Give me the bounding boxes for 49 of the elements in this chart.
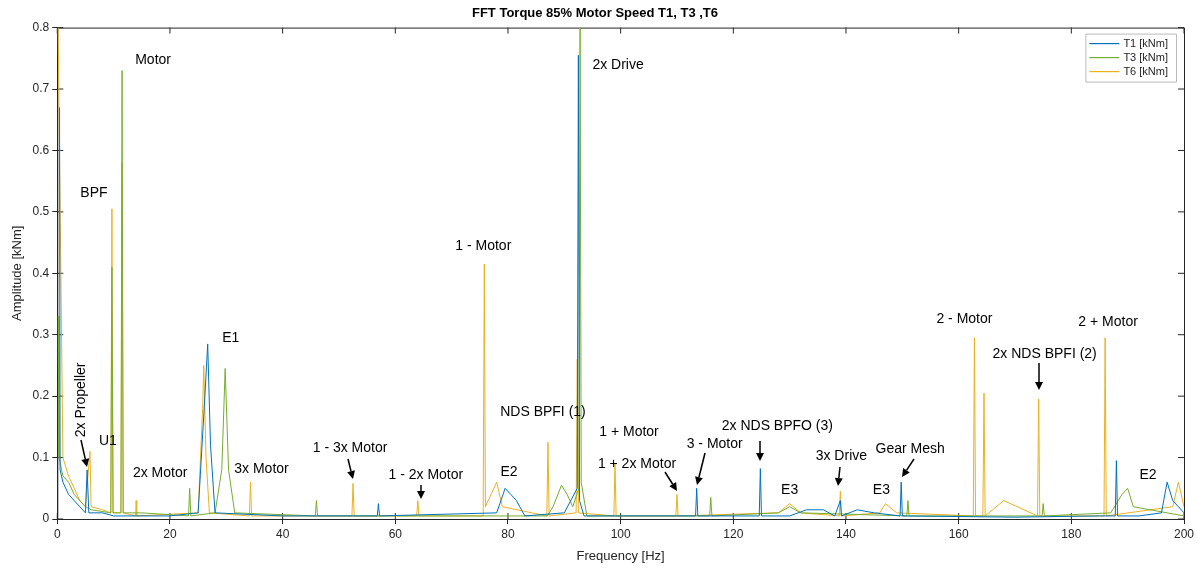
x-tick-label: 100 bbox=[610, 526, 631, 541]
legend-label: T1 [kNm] bbox=[1123, 36, 1169, 49]
annotation: 1 + 2x Motor bbox=[597, 455, 677, 472]
annotation: 3x Drive bbox=[815, 447, 868, 464]
annotation: 2 + Motor bbox=[1078, 312, 1139, 329]
chart-title: FFT Torque 85% Motor Speed T1, T3 ,T6 bbox=[471, 5, 719, 21]
annotation: 1 - Motor bbox=[455, 236, 512, 253]
y-tick-label: 0 bbox=[42, 511, 50, 526]
x-tick-label: 140 bbox=[835, 526, 857, 541]
x-tick-label: 60 bbox=[388, 526, 403, 541]
annotation: 2x Propeller bbox=[72, 362, 88, 438]
annotation: E3 bbox=[781, 480, 799, 497]
annotation: BPF bbox=[80, 183, 108, 200]
y-tick-label: 0.5 bbox=[32, 204, 50, 219]
annotation: 3x Motor bbox=[234, 460, 290, 476]
annotation: Gear Mesh bbox=[875, 440, 945, 456]
annotation: 2 - Motor bbox=[936, 309, 993, 326]
annotation: 2x NDS BPFO (3) bbox=[721, 417, 833, 434]
annotation: E1 bbox=[222, 328, 240, 345]
annotation: 3 - Motor bbox=[686, 435, 744, 452]
annotation: 1 + Motor bbox=[599, 422, 660, 439]
y-tick-label: 0.8 bbox=[32, 19, 50, 34]
annotation: Motor bbox=[135, 51, 172, 68]
x-tick-label: 180 bbox=[1061, 526, 1082, 541]
annotation: 2x Motor bbox=[132, 464, 188, 481]
x-tick-label: 20 bbox=[163, 526, 177, 541]
annotation: E2 bbox=[1139, 466, 1157, 482]
y-tick-label: 0.2 bbox=[32, 388, 50, 403]
legend-label: T3 [kNm] bbox=[1123, 50, 1169, 63]
annotation: 2x NDS BPFI (2) bbox=[992, 345, 1097, 362]
legend-label: T6 [kNm] bbox=[1123, 64, 1169, 77]
x-tick-label: 0 bbox=[53, 526, 61, 541]
y-axis-title: Amplitude [kNm] bbox=[9, 225, 25, 321]
annotation: E3 bbox=[872, 480, 891, 497]
annotation: E2 bbox=[500, 463, 518, 480]
annotation: 1 - 2x Motor bbox=[388, 466, 464, 483]
y-tick-label: 0.3 bbox=[32, 327, 50, 342]
x-tick-label: 80 bbox=[501, 526, 515, 541]
y-tick-label: 0.7 bbox=[32, 81, 50, 96]
x-tick-label: 160 bbox=[948, 526, 969, 541]
y-tick-label: 0.6 bbox=[32, 142, 50, 157]
annotation: 1 - 3x Motor bbox=[312, 439, 388, 456]
x-axis-title: Frequency [Hz] bbox=[576, 547, 665, 563]
x-tick-label: 40 bbox=[275, 526, 290, 541]
x-tick-label: 120 bbox=[723, 526, 744, 541]
annotation: 2x Drive bbox=[592, 56, 644, 73]
y-tick-label: 0.1 bbox=[32, 449, 50, 464]
y-tick-label: 0.4 bbox=[32, 265, 50, 280]
x-tick-label: 200 bbox=[1173, 526, 1195, 541]
